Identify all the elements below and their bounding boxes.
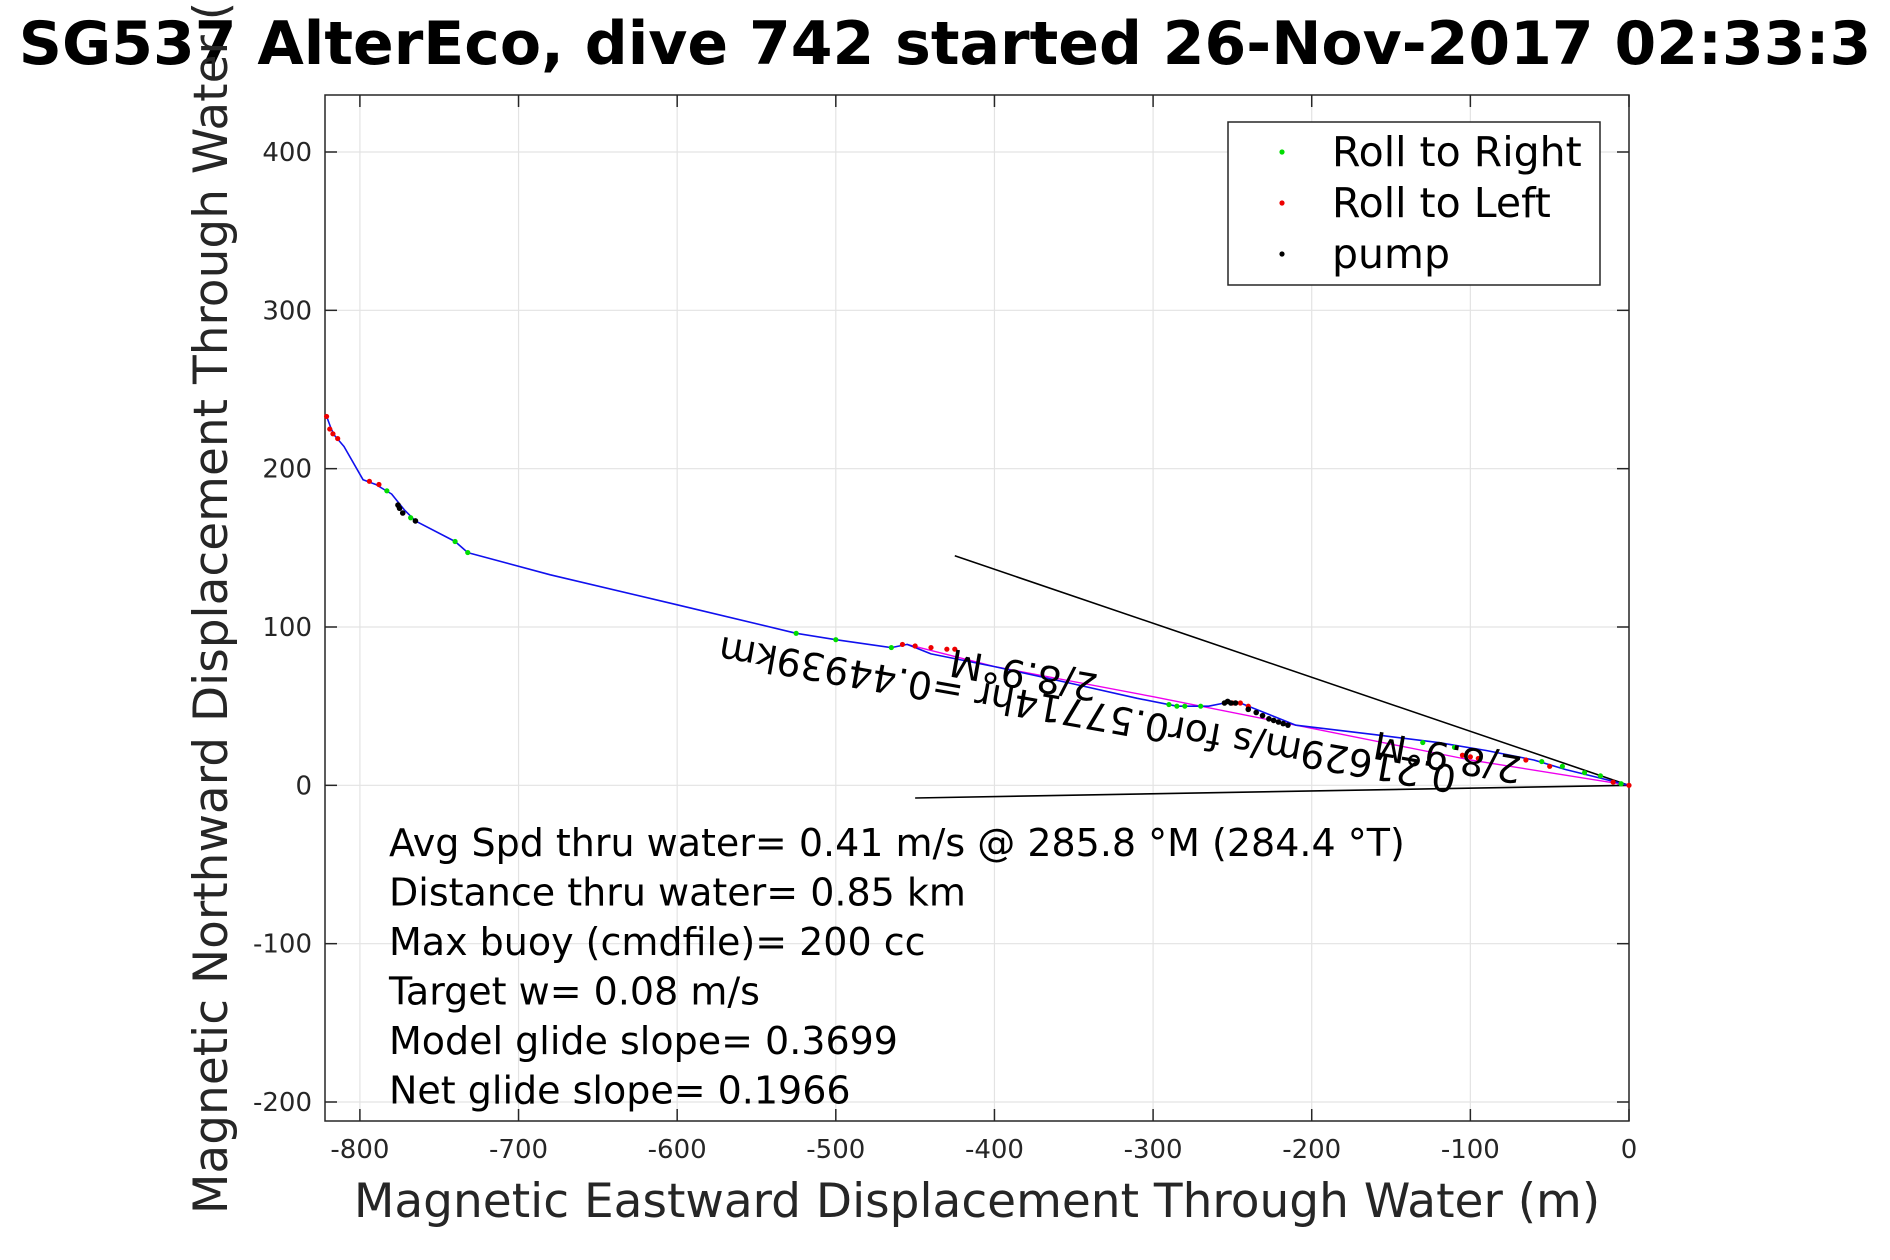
roll-right-point bbox=[833, 637, 839, 643]
roll-right-point bbox=[408, 515, 414, 521]
y-tick-label: 0 bbox=[295, 771, 312, 801]
pump-point bbox=[396, 505, 403, 512]
roll-left-point bbox=[952, 646, 958, 652]
x-tick-label: -800 bbox=[330, 1135, 389, 1165]
roll-left-point bbox=[1475, 755, 1481, 762]
reference-line bbox=[915, 784, 1630, 799]
reference-line bbox=[954, 554, 1630, 787]
roll-left-point bbox=[1459, 752, 1466, 758]
roll-right-point bbox=[1182, 703, 1188, 709]
roll-left-point bbox=[330, 431, 336, 437]
pump-point bbox=[1270, 717, 1277, 724]
pump-point bbox=[1232, 700, 1239, 706]
pump-point bbox=[1221, 700, 1228, 706]
roll-left-point bbox=[327, 426, 333, 432]
roll-left-point bbox=[366, 478, 373, 484]
legend-label: pump bbox=[1332, 230, 1450, 278]
stats-line: Distance thru water= 0.85 km bbox=[389, 871, 966, 915]
legend-box bbox=[1227, 121, 1601, 286]
roll-left-point bbox=[335, 435, 341, 442]
pump-point bbox=[1285, 722, 1291, 728]
legend-label: Roll to Right bbox=[1332, 128, 1582, 176]
roll-right-point bbox=[1559, 763, 1565, 769]
pump-point bbox=[1280, 720, 1286, 727]
roll-right-point bbox=[452, 538, 458, 545]
roll-left-point bbox=[899, 641, 906, 648]
x-tick-label: -300 bbox=[1124, 1135, 1183, 1165]
roll-left-point bbox=[376, 481, 382, 488]
roll-right-point bbox=[384, 488, 390, 494]
pump-point bbox=[1275, 719, 1282, 725]
roll-right-point bbox=[793, 630, 799, 636]
tracks bbox=[325, 416, 1630, 787]
roll-right-point bbox=[1166, 701, 1172, 708]
dive-track-line bbox=[325, 416, 1630, 787]
y-tick-label: 100 bbox=[262, 613, 312, 643]
stats-line: Avg Spd thru water= 0.41 m/s @ 285.8 °M … bbox=[389, 821, 1405, 865]
roll-left-point bbox=[912, 643, 918, 649]
x-tick-label: -600 bbox=[648, 1135, 707, 1165]
roll-left-point bbox=[323, 413, 330, 420]
roll-right-point bbox=[1539, 758, 1545, 765]
roll-right-point bbox=[1420, 739, 1426, 746]
roll-left-point bbox=[1523, 757, 1529, 763]
y-axis-label: Magnetic Northward Displacement Through … bbox=[184, 2, 239, 1214]
reference-lines bbox=[915, 554, 1630, 799]
stats-line: Model glide slope= 0.3699 bbox=[389, 1019, 898, 1063]
roll-right-point bbox=[1174, 703, 1180, 709]
roll-right-point bbox=[888, 644, 894, 651]
x-tick-label: -100 bbox=[1441, 1135, 1500, 1165]
roll-right-point bbox=[1198, 703, 1204, 709]
pump-point bbox=[412, 518, 419, 524]
pump-point bbox=[1259, 712, 1266, 719]
x-tick-label: -700 bbox=[489, 1135, 548, 1165]
roll-right-point bbox=[465, 549, 471, 556]
chart-title: SG537 AlterEco, dive 742 started 26-Nov-… bbox=[19, 9, 1872, 79]
roll-left-point bbox=[1467, 754, 1473, 760]
pump-point bbox=[1245, 706, 1252, 713]
x-tick-label: -500 bbox=[806, 1135, 865, 1165]
x-axis-label: Magnetic Eastward Displacement Through W… bbox=[354, 1174, 1600, 1229]
legend-marker bbox=[1279, 251, 1285, 257]
roll-left-point bbox=[1626, 782, 1632, 788]
roll-right-point bbox=[1581, 770, 1588, 776]
pump-point bbox=[1266, 716, 1272, 722]
y-tick-label: -100 bbox=[253, 930, 312, 960]
stats-line: Target w= 0.08 m/s bbox=[388, 970, 760, 1014]
roll-left-point bbox=[1610, 779, 1616, 785]
roll-left-point bbox=[928, 644, 934, 651]
roll-right-point bbox=[1451, 744, 1458, 750]
markers bbox=[323, 413, 1632, 788]
plot-frame bbox=[324, 94, 1630, 1122]
axes bbox=[324, 94, 1630, 1122]
roll-left-point bbox=[944, 646, 950, 652]
stats-line: Net glide slope= 0.1966 bbox=[389, 1069, 851, 1113]
roll-right-point bbox=[1618, 781, 1624, 787]
legend-marker bbox=[1279, 200, 1285, 206]
x-tick-label: -200 bbox=[1282, 1135, 1341, 1165]
legend-label: Roll to Left bbox=[1332, 179, 1551, 227]
legend-marker bbox=[1279, 149, 1285, 155]
y-tick-label: 400 bbox=[262, 138, 312, 168]
pump-point bbox=[1253, 709, 1260, 716]
y-tick-label: 300 bbox=[262, 296, 312, 326]
x-tick-label: 0 bbox=[1621, 1135, 1638, 1165]
roll-left-point bbox=[1547, 763, 1553, 769]
roll-left-point bbox=[1237, 700, 1243, 706]
x-ticks: -800 -700 -600 -500 -400 -300 -200 -100 0 bbox=[330, 95, 1637, 1165]
y-ticks: -200 -100 0 100 200 300 400 bbox=[253, 138, 1629, 1118]
stats-annotations: Avg Spd thru water= 0.41 m/s @ 285.8 °M … bbox=[388, 821, 1405, 1113]
y-tick-label: 200 bbox=[262, 455, 312, 485]
x-tick-label: -400 bbox=[965, 1135, 1024, 1165]
pump-point bbox=[399, 510, 406, 516]
roll-right-point bbox=[1597, 773, 1604, 779]
y-tick-label: -200 bbox=[253, 1088, 312, 1118]
stats-line: Max buoy (cmdfile)= 200 cc bbox=[389, 920, 926, 964]
